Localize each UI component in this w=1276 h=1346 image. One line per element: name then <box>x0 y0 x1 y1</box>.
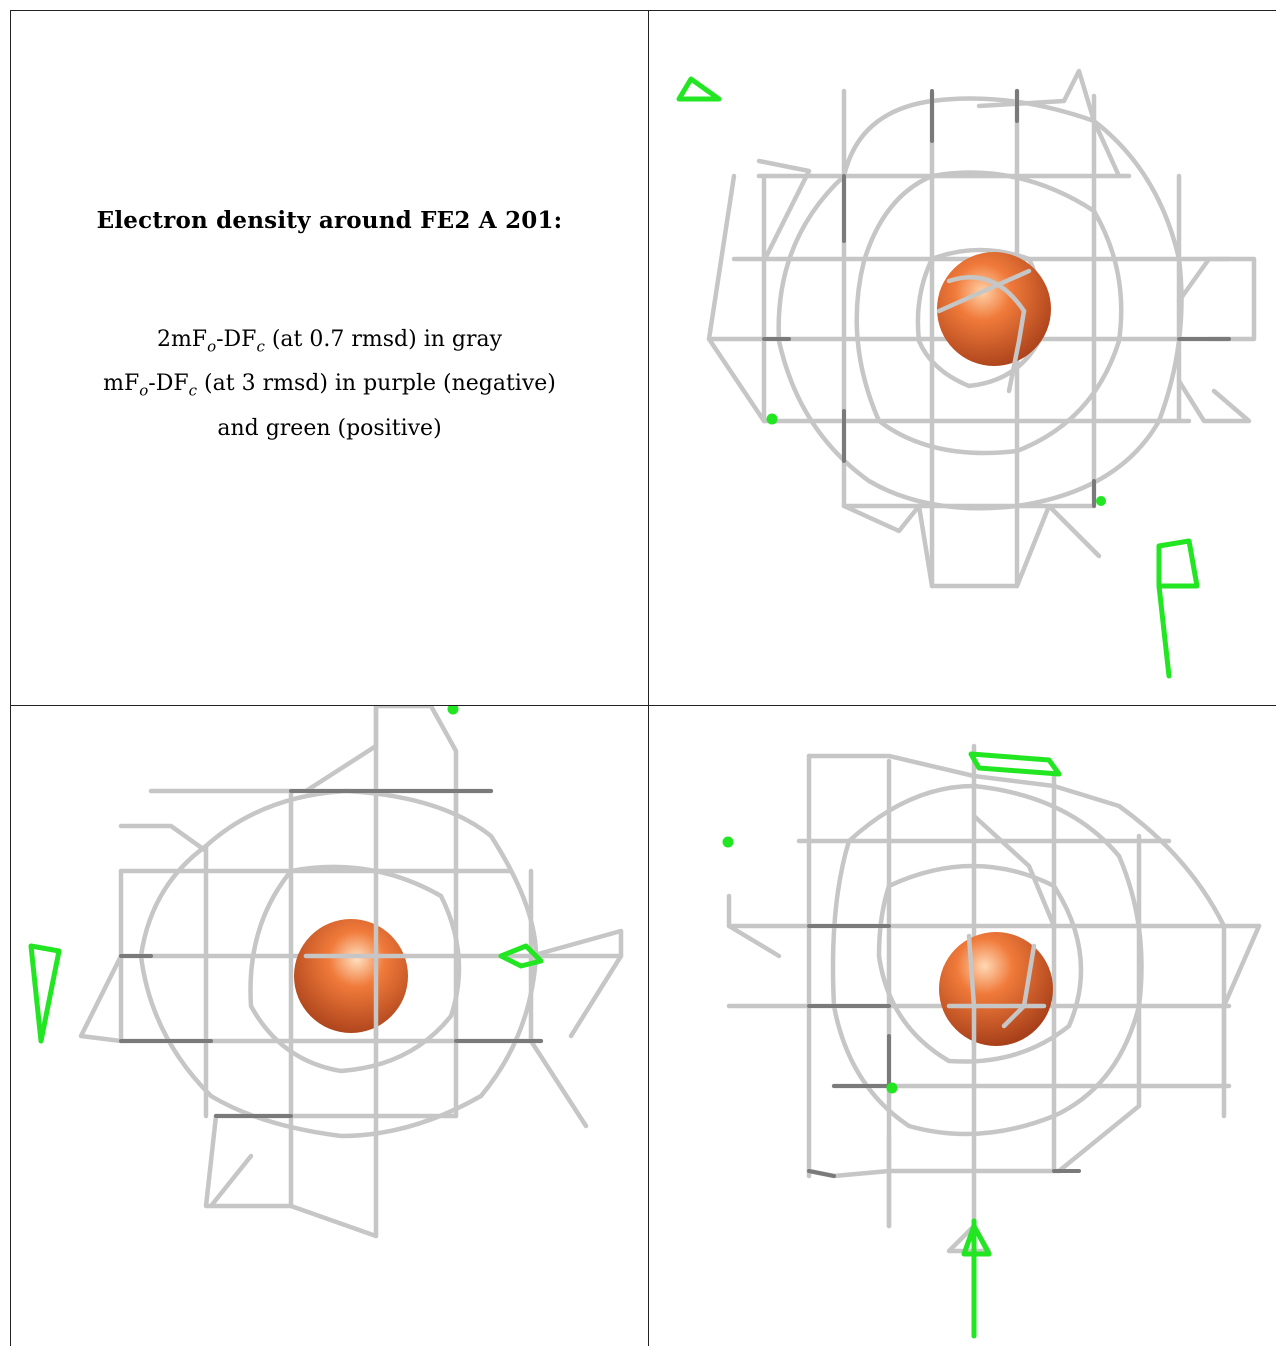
mesh-front-3 <box>946 933 1047 1049</box>
positive-density-2 <box>28 706 544 1044</box>
table-divider-horizontal <box>10 705 1276 706</box>
positive-density-3 <box>722 751 1062 1339</box>
caption-cell: Electron density around FE2 A 201: 2mFo-… <box>11 11 648 705</box>
density-render-2 <box>28 706 624 1239</box>
mesh-2fofc <box>706 68 1257 589</box>
density-render-1 <box>676 68 1257 679</box>
fe-atom-3 <box>939 932 1053 1046</box>
figure-table: Electron density around FE2 A 201: 2mFo-… <box>10 10 1276 1346</box>
density-render-3 <box>722 743 1262 1339</box>
legend-text: 2mFo-DFc (at 0.7 rmsd) in gray mFo-DFc (… <box>11 321 648 448</box>
mesh-dark-edges-2 <box>119 789 543 1118</box>
legend-line-3: and green (positive) <box>217 415 442 441</box>
table-border-left <box>10 10 11 1346</box>
mesh-dark-edges-3 <box>807 924 1081 1178</box>
density-view-bottom-left <box>11 706 648 1346</box>
density-view-top-right <box>649 11 1276 705</box>
positive-density <box>676 76 1200 679</box>
legend-line-2: mFo-DFc (at 3 rmsd) in purple (negative) <box>103 371 556 400</box>
fe-atom-2 <box>294 919 408 1033</box>
mesh-front-2 <box>303 918 409 1039</box>
table-divider-vertical <box>648 10 649 1346</box>
mesh-dark-edges <box>762 89 1231 508</box>
density-view-bottom-right <box>649 706 1276 1346</box>
legend-line-1: 2mFo-DFc (at 0.7 rmsd) in gray <box>156 327 503 356</box>
fe-atom <box>937 252 1051 366</box>
figure-title: Electron density around FE2 A 201: <box>96 207 563 234</box>
mesh-front <box>936 268 1032 394</box>
table-border-top <box>10 10 1276 11</box>
